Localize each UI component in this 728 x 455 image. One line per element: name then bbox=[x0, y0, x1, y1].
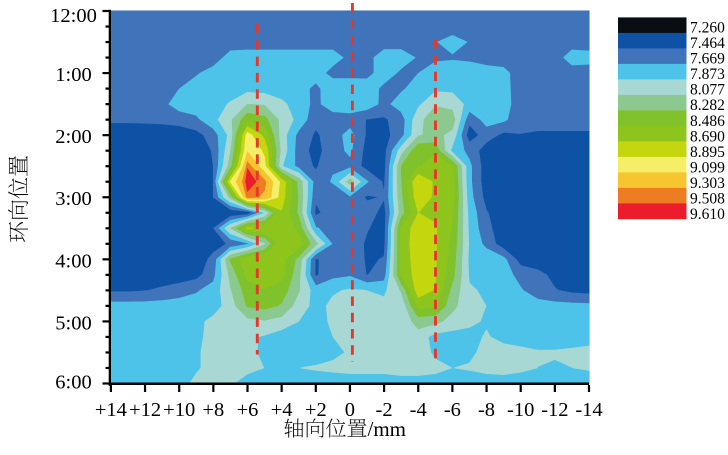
svg-text:+10: +10 bbox=[163, 399, 195, 421]
svg-text:12:00: 12:00 bbox=[50, 5, 97, 27]
svg-text:+12: +12 bbox=[129, 399, 161, 421]
svg-text:9.303: 9.303 bbox=[690, 175, 725, 192]
svg-text:4:00: 4:00 bbox=[55, 250, 91, 272]
svg-text:5:00: 5:00 bbox=[55, 312, 91, 334]
svg-text:7.669: 7.669 bbox=[690, 51, 725, 68]
svg-text:-8: -8 bbox=[478, 399, 495, 421]
svg-text:+14: +14 bbox=[95, 399, 127, 421]
svg-text:+2: +2 bbox=[305, 399, 327, 421]
svg-text:2:00: 2:00 bbox=[55, 126, 91, 148]
svg-text:-12: -12 bbox=[541, 399, 568, 421]
svg-text:8.282: 8.282 bbox=[690, 97, 725, 114]
svg-text:8.486: 8.486 bbox=[690, 113, 725, 130]
svg-text:-14: -14 bbox=[575, 399, 602, 421]
svg-text:-6: -6 bbox=[444, 399, 461, 421]
svg-text:+6: +6 bbox=[237, 399, 259, 421]
svg-text:8.690: 8.690 bbox=[690, 128, 725, 145]
svg-text:7.464: 7.464 bbox=[690, 35, 725, 52]
svg-text:8.077: 8.077 bbox=[690, 82, 725, 99]
svg-text:7.873: 7.873 bbox=[690, 66, 725, 83]
svg-text:3:00: 3:00 bbox=[55, 188, 91, 210]
svg-text:9.508: 9.508 bbox=[690, 191, 725, 208]
svg-text:8.895: 8.895 bbox=[690, 144, 725, 161]
svg-text:/mm: /mm bbox=[368, 417, 407, 441]
svg-text:9.099: 9.099 bbox=[690, 160, 725, 177]
svg-text:6:00: 6:00 bbox=[55, 371, 91, 393]
svg-text:-2: -2 bbox=[376, 399, 393, 421]
svg-text:-4: -4 bbox=[410, 399, 427, 421]
svg-text:9.610: 9.610 bbox=[690, 206, 725, 223]
svg-text:+4: +4 bbox=[271, 399, 293, 421]
svg-text:7.260: 7.260 bbox=[690, 20, 725, 37]
svg-text:+8: +8 bbox=[202, 399, 224, 421]
svg-text:1:00: 1:00 bbox=[55, 64, 91, 86]
svg-text:-10: -10 bbox=[507, 399, 534, 421]
svg-text:0: 0 bbox=[345, 399, 355, 421]
